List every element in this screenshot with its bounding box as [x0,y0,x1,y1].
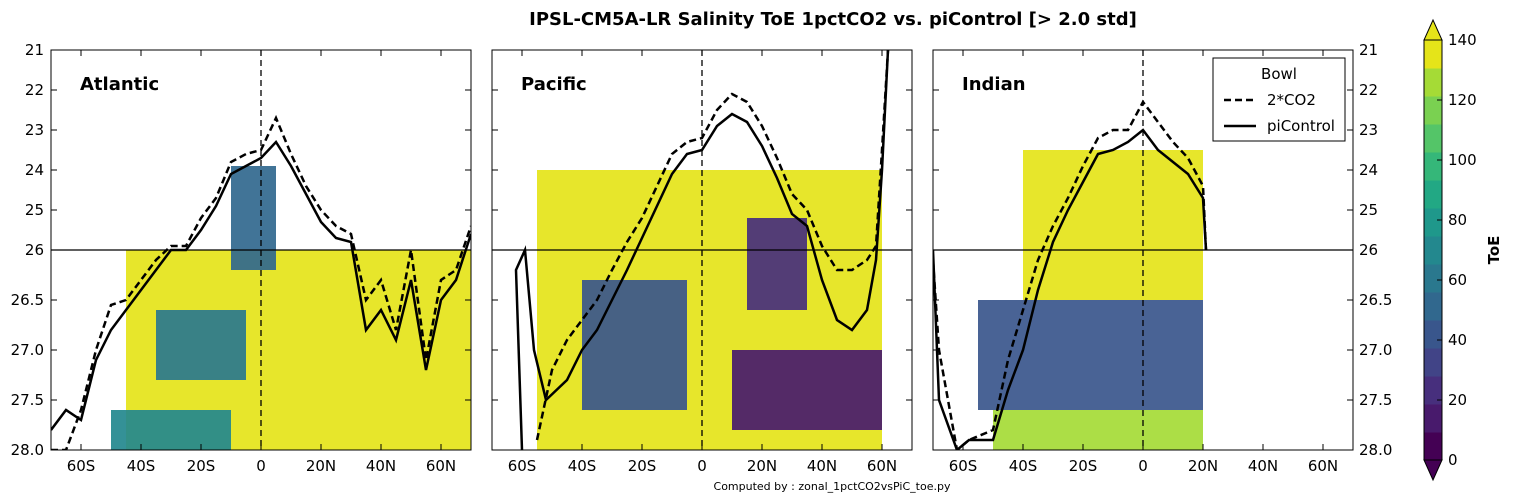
colorbar-frame [1423,39,1443,461]
x-tick-label: 60N [426,457,456,475]
y-tick-label-left: 21 [25,41,44,59]
colorbar-segment [1424,40,1442,69]
colorbar-segment [1424,320,1442,349]
panel-label: Atlantic [80,74,159,95]
colorbar-tick-label: 20 [1448,391,1467,409]
x-tick-label: 40S [127,457,156,475]
toe-region [231,166,276,270]
colorbar-tick-label: 80 [1448,211,1467,229]
x-tick-label: 20N [306,457,336,475]
y-tick-label-right: 22 [1359,81,1378,99]
panel-indian: Indian 60S 40S 20S 0 20N 40N 60N [932,49,1354,475]
legend-label-2co2: 2*CO2 [1267,91,1316,109]
x-tick-label: 0 [1138,457,1148,475]
x-tick-label: 60S [949,457,978,475]
panel-label: Indian [962,74,1026,95]
x-tick-label: 40S [1009,457,1038,475]
panel-atlantic: Atlantic 60S 40S 20S 0 20N 40N 60N [50,49,472,475]
x-tick-label: 0 [256,457,266,475]
colorbar-segment [1424,348,1442,377]
toe-region [111,410,231,450]
colorbar-segment [1424,124,1442,153]
y-tick-label-left: 27.0 [11,341,44,359]
y-tick-label-left: 28.0 [11,441,44,459]
colorbar-tick-label: 100 [1448,151,1477,169]
colorbar-tick-label: 40 [1448,331,1467,349]
y-tick-label-right: 28.0 [1359,441,1392,459]
x-tick-label: 20N [747,457,777,475]
y-tick-label-right: 23 [1359,121,1378,139]
toe-region [732,350,882,430]
x-tick-label: 40N [366,457,396,475]
x-tick-label: 20S [628,457,657,475]
colorbar-tick-label: 60 [1448,271,1467,289]
bowl-picontrol-line [933,128,1208,450]
colorbar-tick-label: 0 [1448,451,1458,469]
toe-region [993,410,1203,450]
y-tick-label-left: 22 [25,81,44,99]
legend-title: Bowl [1261,65,1297,83]
colorbar-bottom-triangle [1423,459,1443,482]
y-tick-label-left: 26.5 [11,291,44,309]
x-tick-label: 20S [187,457,216,475]
y-axis-labels: 21 21 22 22 23 23 24 24 25 25 26 26 26.5 26.5 27.0 27.0… [11,41,1393,459]
toe-region [1023,150,1203,300]
colorbar-segment [1424,292,1442,321]
panel-label: Pacific [521,74,587,95]
chart-title: IPSL-CM5A-LR Salinity ToE 1pctCO2 vs. pi… [529,9,1137,30]
x-tick-label: 20N [1188,457,1218,475]
x-tick-label: 60N [1308,457,1338,475]
colorbar-segment [1424,376,1442,405]
toe-region [156,310,246,380]
toe-region [978,300,1203,410]
y-tick-label-right: 25 [1359,201,1378,219]
y-tick-label-right: 27.0 [1359,341,1392,359]
y-tick-label-left: 25 [25,201,44,219]
x-tick-label: 40S [568,457,597,475]
colorbar-segment [1424,264,1442,293]
x-tick-label: 60N [867,457,897,475]
colorbar-segment [1424,432,1442,461]
colorbar-top-triangle [1423,18,1443,41]
toe-region [747,218,807,310]
y-tick-label-left: 23 [25,121,44,139]
y-tick-label-left: 26 [25,241,44,259]
bowl-2co2-line [933,99,1208,450]
colorbar-segment [1424,180,1442,209]
toe-region [582,280,687,410]
y-tick-label-right: 24 [1359,161,1378,179]
x-tick-label: 20S [1069,457,1098,475]
x-tick-label: 0 [697,457,707,475]
colorbar-tick-label: 120 [1448,91,1477,109]
colorbar-segment [1424,404,1442,433]
y-tick-label-right: 26 [1359,241,1378,259]
panel-pacific: Pacific 60S 40S 20S 0 20N 40N 60N [491,49,913,475]
legend-label-picontrol: piControl [1267,117,1335,135]
colorbar-segment [1424,96,1442,125]
y-tick-label-left: 27.5 [11,391,44,409]
colorbar-segment [1424,68,1442,97]
x-tick-label: 60S [508,457,537,475]
y-tick-label-right: 27.5 [1359,391,1392,409]
bowl-2co2-line [535,50,890,441]
colorbar-segment [1424,208,1442,237]
colorbar-segment [1424,152,1442,181]
y-tick-label-right: 21 [1359,41,1378,59]
colorbar: 0 20 40 60 80 100 120 140 [1423,18,1477,482]
colorbar-label: ToE [1485,236,1503,265]
x-tick-label: 60S [67,457,96,475]
y-tick-label-right: 26.5 [1359,291,1392,309]
bowl-picontrol-line [51,139,471,431]
colorbar-tick-label: 140 [1448,31,1477,49]
credit-text: Computed by : zonal_1pctCO2vsPiC_toe.py [714,480,951,493]
x-tick-label: 40N [807,457,837,475]
y-tick-label-left: 24 [25,161,44,179]
x-tick-label: 40N [1248,457,1278,475]
colorbar-segment [1424,236,1442,265]
legend: Bowl 2*CO2 piControl [1212,57,1346,142]
